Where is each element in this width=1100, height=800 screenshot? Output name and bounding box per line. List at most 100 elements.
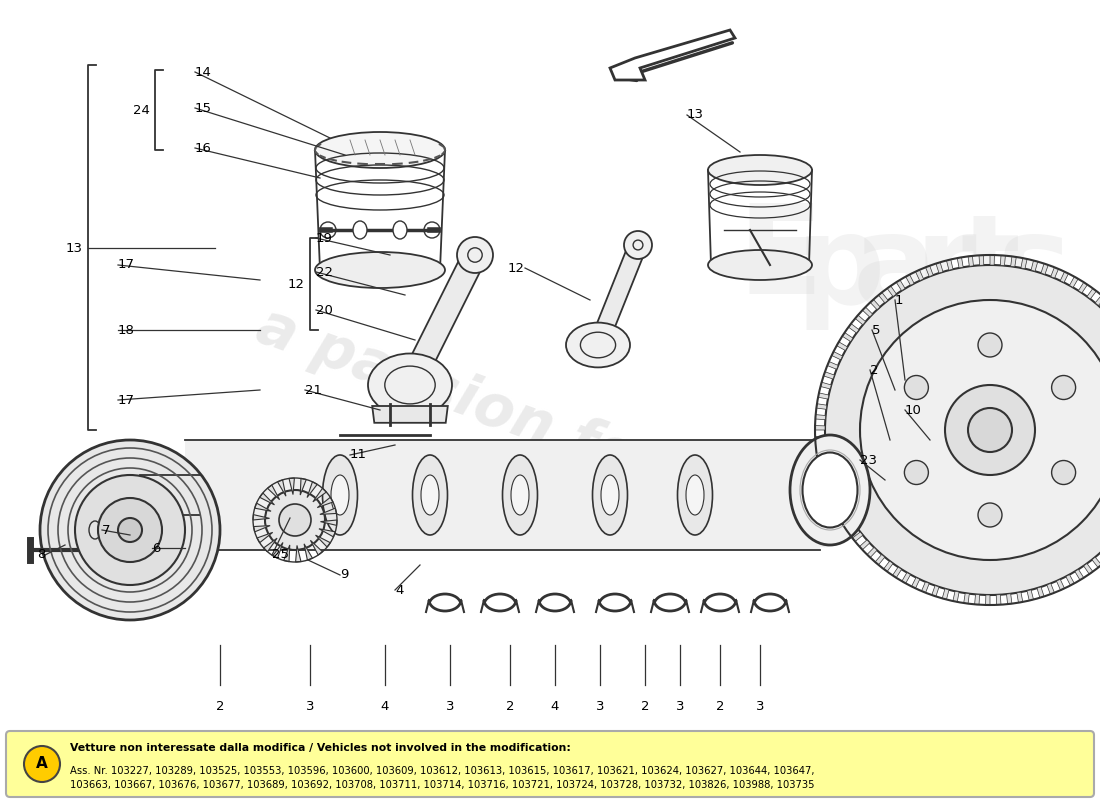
Polygon shape: [815, 414, 826, 420]
Text: 9: 9: [340, 569, 349, 582]
Circle shape: [75, 475, 185, 585]
Text: 22: 22: [316, 266, 333, 278]
Circle shape: [904, 375, 928, 399]
Polygon shape: [1078, 282, 1088, 293]
Ellipse shape: [353, 221, 367, 239]
Polygon shape: [289, 478, 295, 494]
Polygon shape: [277, 480, 286, 496]
Polygon shape: [829, 497, 840, 505]
Polygon shape: [255, 503, 271, 511]
Polygon shape: [843, 333, 852, 342]
Polygon shape: [815, 436, 825, 441]
Circle shape: [40, 440, 220, 620]
Ellipse shape: [315, 132, 446, 168]
Polygon shape: [316, 535, 330, 547]
Text: 17: 17: [118, 258, 135, 271]
Polygon shape: [273, 542, 283, 558]
Text: 12: 12: [288, 278, 305, 290]
Polygon shape: [253, 526, 271, 532]
Ellipse shape: [708, 155, 812, 185]
Polygon shape: [1069, 277, 1078, 287]
Polygon shape: [915, 270, 924, 281]
Polygon shape: [905, 274, 914, 286]
Polygon shape: [1021, 258, 1027, 269]
Polygon shape: [1087, 289, 1097, 299]
Text: 20: 20: [316, 303, 333, 317]
Text: 2: 2: [216, 700, 224, 713]
Text: 18: 18: [118, 323, 135, 337]
Text: 5: 5: [872, 323, 880, 337]
Text: 17: 17: [118, 394, 135, 406]
Polygon shape: [936, 262, 943, 273]
Text: 3: 3: [756, 700, 764, 713]
Polygon shape: [1031, 261, 1037, 271]
Polygon shape: [296, 546, 301, 562]
Ellipse shape: [104, 521, 116, 539]
Polygon shape: [610, 30, 735, 80]
Polygon shape: [986, 595, 990, 605]
Circle shape: [118, 518, 142, 542]
Ellipse shape: [512, 475, 529, 515]
Polygon shape: [267, 485, 279, 500]
FancyBboxPatch shape: [6, 731, 1094, 797]
Polygon shape: [372, 406, 448, 422]
Text: 13: 13: [66, 242, 82, 254]
Polygon shape: [827, 362, 838, 370]
Circle shape: [24, 746, 60, 782]
Circle shape: [279, 504, 311, 536]
Polygon shape: [1027, 590, 1034, 601]
Text: 14: 14: [195, 66, 212, 78]
Polygon shape: [846, 523, 857, 533]
Ellipse shape: [800, 455, 840, 535]
Ellipse shape: [624, 231, 652, 259]
Polygon shape: [257, 532, 273, 542]
Polygon shape: [590, 242, 647, 348]
Text: t: t: [960, 210, 1020, 330]
Polygon shape: [264, 538, 277, 552]
Text: 3: 3: [446, 700, 454, 713]
Text: 7: 7: [102, 523, 110, 537]
Polygon shape: [312, 488, 327, 502]
Polygon shape: [870, 299, 880, 310]
Text: p: p: [795, 210, 884, 330]
Polygon shape: [821, 382, 832, 389]
Polygon shape: [997, 594, 1001, 605]
Polygon shape: [310, 540, 322, 555]
Polygon shape: [902, 573, 911, 583]
Text: E: E: [737, 199, 823, 321]
Text: 12: 12: [508, 262, 525, 274]
Text: 4: 4: [551, 700, 559, 713]
Polygon shape: [837, 342, 847, 350]
Text: 19: 19: [316, 231, 333, 245]
Text: A: A: [36, 757, 48, 771]
Circle shape: [98, 498, 162, 562]
Polygon shape: [953, 591, 959, 602]
Polygon shape: [912, 578, 920, 588]
Text: 1: 1: [895, 294, 903, 306]
Text: 11: 11: [350, 449, 367, 462]
Text: 3: 3: [675, 700, 684, 713]
Polygon shape: [823, 477, 833, 484]
Polygon shape: [1016, 592, 1023, 602]
Polygon shape: [818, 393, 828, 399]
Text: a passion for parts: a passion for parts: [250, 298, 850, 562]
Polygon shape: [1096, 295, 1100, 306]
Circle shape: [904, 461, 928, 485]
Polygon shape: [1050, 267, 1058, 278]
Ellipse shape: [803, 453, 858, 527]
Polygon shape: [826, 487, 837, 494]
Ellipse shape: [89, 521, 101, 539]
Polygon shape: [883, 561, 893, 571]
Ellipse shape: [322, 455, 358, 535]
Circle shape: [978, 503, 1002, 527]
Polygon shape: [968, 256, 974, 266]
Polygon shape: [925, 266, 933, 277]
Polygon shape: [990, 255, 994, 265]
Ellipse shape: [456, 237, 493, 273]
Ellipse shape: [368, 354, 452, 417]
Ellipse shape: [601, 475, 619, 515]
Polygon shape: [852, 532, 862, 542]
Polygon shape: [832, 351, 843, 360]
Polygon shape: [1006, 594, 1012, 604]
Polygon shape: [1037, 587, 1044, 598]
